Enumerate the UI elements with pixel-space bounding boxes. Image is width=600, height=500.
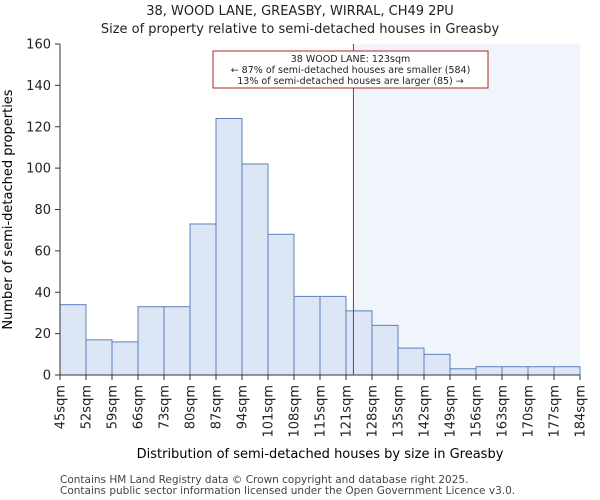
annotation-frame: [212, 50, 489, 89]
x-tick-label: 101sqm: [262, 385, 277, 438]
histogram-bar: [475, 366, 503, 376]
x-tick-label: 142sqm: [418, 385, 433, 438]
histogram-bar: [371, 324, 399, 376]
y-tick-label: 120: [26, 120, 51, 135]
histogram-bar: [293, 295, 321, 376]
x-tick-label: 73sqm: [158, 385, 173, 429]
y-tick-label: 60: [34, 244, 51, 259]
histogram-bar: [501, 366, 529, 376]
x-tick-label: 149sqm: [444, 385, 459, 438]
y-tick-label: 80: [34, 203, 51, 218]
y-tick-label: 140: [26, 79, 51, 94]
histogram-bar: [85, 339, 113, 376]
histogram-bar: [111, 341, 139, 376]
histogram-bar: [423, 353, 451, 376]
x-tick-label: 66sqm: [132, 385, 147, 429]
x-tick-label: 52sqm: [80, 385, 95, 429]
x-tick-label: 115sqm: [314, 385, 329, 438]
larger-houses-region: [353, 44, 580, 375]
histogram-bar: [189, 223, 217, 376]
x-tick-label: 156sqm: [470, 385, 485, 438]
chart-title: 38, WOOD LANE, GREASBY, WIRRAL, CH49 2PU: [146, 4, 454, 19]
x-tick-label: 59sqm: [106, 385, 121, 429]
x-tick-label: 170sqm: [522, 385, 537, 438]
histogram-bar: [215, 117, 243, 376]
annotation-box: 38 WOOD LANE: 123sqm ← 87% of semi-detac…: [212, 50, 489, 89]
x-tick-label: 163sqm: [496, 385, 511, 438]
y-tick-label: 160: [26, 38, 51, 53]
x-tick-label: 177sqm: [548, 385, 563, 438]
histogram-bar: [267, 233, 295, 376]
histogram-bar: [397, 347, 425, 376]
x-tick-label: 135sqm: [392, 385, 407, 438]
x-tick-label: 45sqm: [54, 385, 69, 429]
footer-copyright: Contains HM Land Registry data © Crown c…: [60, 474, 469, 486]
y-axis-label: Number of semi-detached properties: [1, 89, 16, 329]
histogram-bar: [449, 368, 477, 376]
histogram-bar: [553, 366, 581, 376]
x-tick-label: 94sqm: [236, 385, 251, 429]
x-tick-label: 121sqm: [340, 385, 355, 438]
annotation-line-1: 38 WOOD LANE: 123sqm: [291, 54, 411, 65]
histogram-bar: [59, 304, 87, 376]
y-tick-label: 0: [43, 369, 51, 384]
x-tick-label: 108sqm: [288, 385, 303, 438]
annotation-line-3: 13% of semi-detached houses are larger (…: [237, 76, 464, 87]
x-axis-label: Distribution of semi-detached houses by …: [137, 447, 504, 462]
histogram-bar: [137, 306, 165, 376]
histogram-bar: [163, 306, 191, 376]
histogram-bar: [319, 295, 347, 376]
footer-licence: Contains public sector information licen…: [60, 485, 516, 497]
x-tick-label: 128sqm: [366, 385, 381, 438]
x-tick-label: 80sqm: [184, 385, 199, 429]
y-tick-label: 20: [34, 327, 51, 342]
x-tick-label: 87sqm: [210, 385, 225, 429]
histogram-bar: [345, 310, 373, 376]
y-tick-label: 40: [34, 286, 51, 301]
histogram-bar: [527, 366, 555, 376]
histogram-bar: [241, 163, 269, 376]
annotation-line-2: ← 87% of semi-detached houses are smalle…: [231, 65, 471, 76]
x-tick-label: 184sqm: [574, 385, 589, 438]
y-tick-label: 100: [26, 162, 51, 177]
chart-subtitle: Size of property relative to semi-detach…: [100, 22, 500, 37]
